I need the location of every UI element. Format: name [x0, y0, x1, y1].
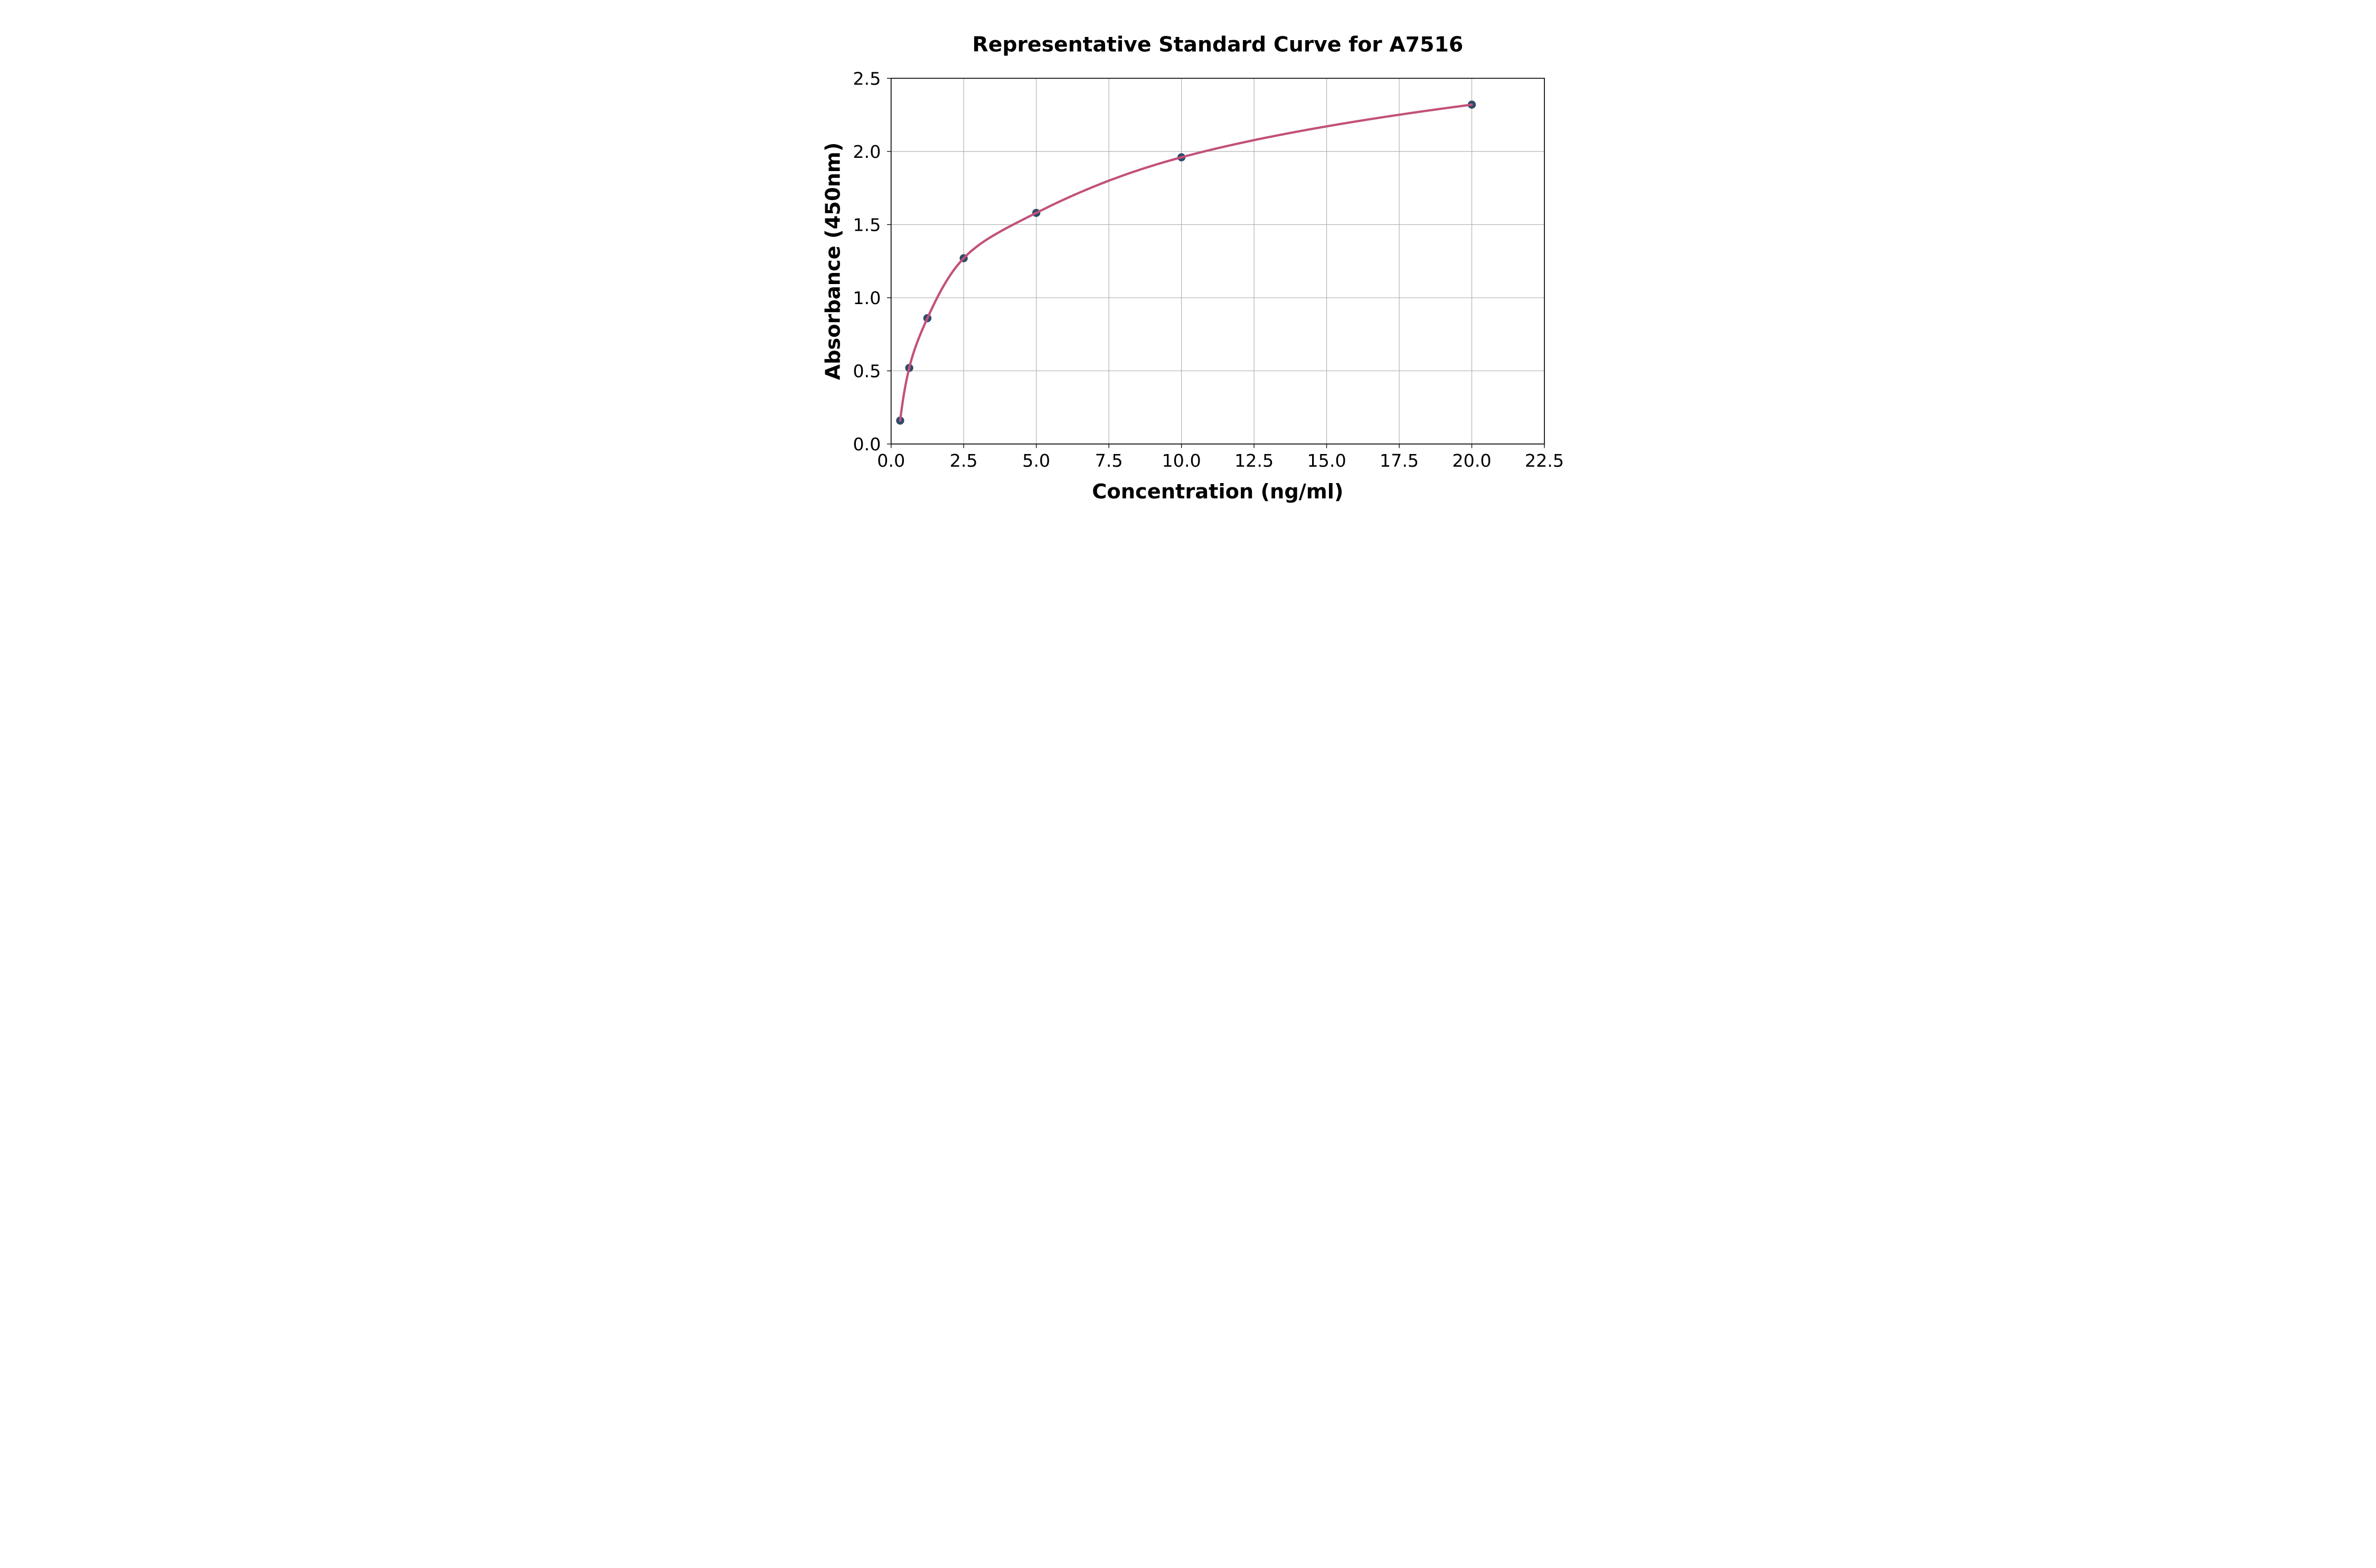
figure-wrap: 0.0 2.5 5.0 7.5 10.0 12.5 15.0 17.5 20.0 22.5 0.0 0…: [0, 0, 2376, 523]
figure: 0.0 2.5 5.0 7.5 10.0 12.5 15.0 17.5 20.0 22.5 0.0 0…: [792, 0, 1584, 523]
y-tick-label: 1.0: [853, 288, 881, 308]
x-tick-label: 20.0: [1452, 450, 1491, 471]
y-tick-label: 2.5: [853, 68, 881, 89]
x-tick-label: 7.5: [1095, 450, 1123, 471]
x-tick-label: 0.0: [877, 450, 905, 471]
x-tick-label: 5.0: [1022, 450, 1050, 471]
x-tick-label: 12.5: [1234, 450, 1274, 471]
y-tick-label: 2.0: [853, 141, 881, 162]
standard-curve-line: [899, 103, 1473, 422]
y-tick-label: 0.5: [853, 361, 881, 381]
y-tick-label: 1.5: [853, 214, 881, 235]
y-tick-label: 0.0: [853, 434, 881, 455]
x-tick-label: 15.0: [1307, 450, 1346, 471]
x-axis-label: Concentration (ng/ml): [1092, 480, 1343, 504]
chart-svg: 0.0 2.5 5.0 7.5 10.0 12.5 15.0 17.5 20.0 22.5 0.0 0…: [792, 0, 1584, 523]
chart-title: Representative Standard Curve for A7516: [972, 32, 1463, 56]
y-axis-label: Absorbance (450nm): [821, 143, 845, 380]
plot-spines: [890, 78, 1545, 445]
x-tick-label: 22.5: [1525, 450, 1564, 471]
x-tick-label: 17.5: [1380, 450, 1419, 471]
x-tick-label: 10.0: [1162, 450, 1201, 471]
plot-layers: 0.0 2.5 5.0 7.5 10.0 12.5 15.0 17.5 20.0 22.5 0.0 0…: [853, 68, 1564, 471]
x-tick-label: 2.5: [950, 450, 978, 471]
